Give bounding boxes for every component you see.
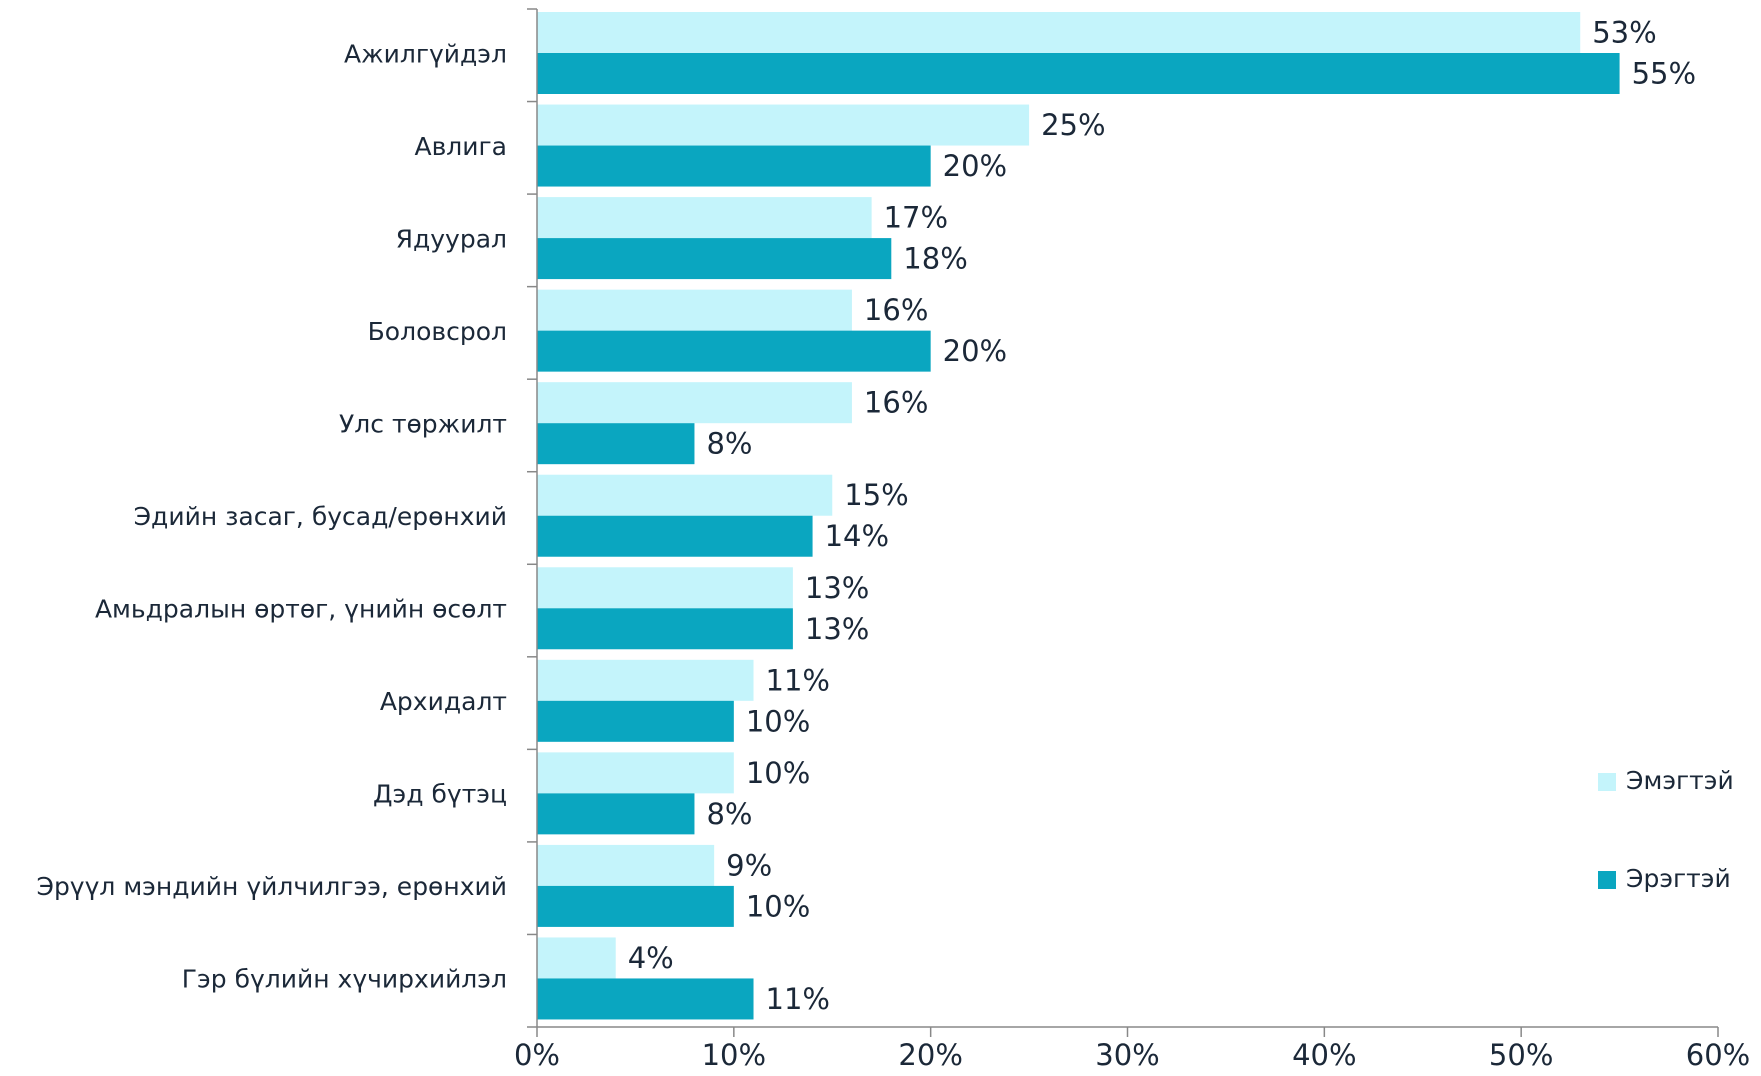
data-label: 20% (943, 334, 1007, 368)
data-label: 10% (746, 756, 810, 790)
bar (537, 885, 734, 927)
bar (537, 515, 813, 557)
bar (537, 330, 931, 372)
data-label: 20% (943, 149, 1007, 183)
category-label: Авлига (414, 132, 507, 161)
data-label: 9% (726, 848, 772, 882)
bar (537, 53, 1620, 94)
bar (537, 937, 616, 979)
category-label: Ядуурал (396, 224, 507, 253)
bar (537, 197, 872, 239)
data-label: 25% (1041, 108, 1105, 142)
data-label: 17% (884, 201, 948, 235)
legend-swatch (1598, 773, 1616, 791)
data-label: 53% (1592, 16, 1656, 50)
bar (537, 474, 833, 516)
data-label: 11% (766, 982, 830, 1016)
bar (537, 608, 793, 650)
bar (537, 423, 695, 465)
category-label: Ажилгүйдэл (344, 39, 507, 68)
category-label: Архидалт (380, 687, 507, 716)
category-label: Гэр бүлийн хүчирхийлэл (182, 965, 507, 994)
data-label: 8% (706, 427, 752, 461)
category-label: Эрүүл мэндийн үйлчилгээ, ерөнхий (36, 872, 507, 901)
category-label: Боловсрол (368, 317, 507, 346)
data-label: 55% (1632, 57, 1696, 91)
bar (537, 659, 754, 701)
bar (537, 12, 1581, 53)
data-label: 18% (903, 242, 967, 276)
bar (537, 104, 1030, 146)
x-tick-label: 0% (514, 1038, 560, 1072)
bar (537, 238, 892, 280)
category-label: Амьдралын өртөг, үнийн өсөлт (95, 595, 507, 624)
bar (537, 793, 695, 835)
x-tick-label: 40% (1292, 1038, 1356, 1072)
x-tick-label: 20% (898, 1038, 962, 1072)
legend-swatch (1598, 871, 1616, 889)
bar (537, 289, 852, 331)
category-label: Дэд бүтэц (373, 780, 507, 809)
bar (537, 145, 931, 187)
data-label: 10% (746, 704, 810, 738)
data-label: 11% (766, 663, 830, 697)
bar (537, 752, 734, 794)
data-label: 16% (864, 386, 928, 420)
bar (537, 844, 715, 886)
data-label: 4% (628, 941, 674, 975)
data-label: 8% (706, 797, 752, 831)
data-label: 13% (805, 612, 869, 646)
x-tick-label: 10% (702, 1038, 766, 1072)
data-label: 13% (805, 571, 869, 605)
x-tick-label: 30% (1095, 1038, 1159, 1072)
bar (537, 978, 754, 1020)
data-label: 14% (825, 519, 889, 553)
x-tick-label: 60% (1686, 1038, 1750, 1072)
legend-label: Эмэгтэй (1626, 766, 1734, 795)
data-label: 16% (864, 293, 928, 327)
data-label: 15% (844, 478, 908, 512)
x-tick-label: 50% (1489, 1038, 1553, 1072)
category-label: Улс төржилт (339, 409, 507, 438)
category-label: Эдийн засаг, бусад/ерөнхий (134, 502, 507, 531)
bar (537, 700, 734, 742)
data-label: 10% (746, 889, 810, 923)
bar (537, 567, 793, 609)
legend-label: Эрэгтэй (1626, 864, 1731, 893)
bar (537, 382, 852, 424)
